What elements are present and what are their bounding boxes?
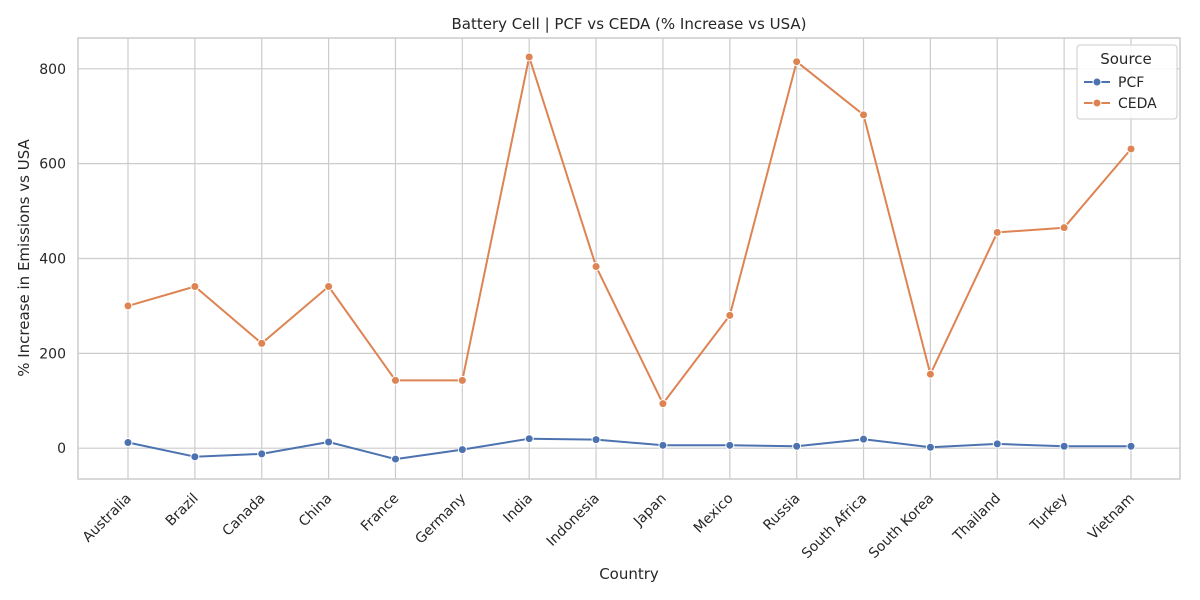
series-line-ceda (127, 56, 1132, 405)
legend-items: PCF CEDA (1084, 75, 1157, 112)
legend-box (1076, 44, 1178, 120)
data-point-pcf (792, 441, 802, 451)
data-point-pcf (925, 442, 935, 452)
data-point-ceda (190, 281, 200, 291)
data-point-pcf (190, 452, 200, 462)
data-point-ceda (324, 281, 334, 291)
legend-marker-pcf (1092, 77, 1102, 87)
data-point-pcf (524, 434, 534, 444)
data-point-pcf (123, 437, 133, 447)
data-point-ceda (658, 399, 668, 409)
legend-item-ceda: CEDA (1084, 96, 1157, 112)
series-line-pcf (127, 437, 1131, 461)
data-point-ceda (457, 375, 467, 385)
data-point-ceda (1059, 223, 1069, 233)
series-layer (123, 52, 1136, 464)
y-tick-label: 200 (39, 346, 66, 362)
legend-item-pcf: PCF (1084, 75, 1144, 91)
y-tick-label: 600 (39, 157, 66, 173)
data-point-pcf (457, 445, 467, 455)
data-point-pcf (1059, 441, 1069, 451)
data-point-ceda (123, 301, 133, 311)
data-point-ceda (1126, 144, 1136, 154)
data-point-ceda (591, 262, 601, 272)
y-axis-title: % Increase in Emissions vs USA (15, 139, 33, 377)
y-tick-label: 400 (39, 252, 66, 268)
data-point-ceda (257, 338, 267, 348)
x-axis-title: Country (599, 565, 659, 583)
data-point-ceda (390, 375, 400, 385)
data-point-ceda (859, 110, 869, 120)
legend-marker-ceda (1092, 98, 1102, 108)
data-point-pcf (257, 449, 267, 459)
data-point-pcf (859, 434, 869, 444)
y-tick-label: 800 (39, 62, 66, 78)
data-point-pcf (591, 435, 601, 445)
data-point-ceda (792, 57, 802, 67)
data-point-pcf (658, 440, 668, 450)
legend: Source PCF CEDA (1076, 44, 1178, 120)
series-ceda (123, 52, 1136, 409)
data-point-pcf (390, 454, 400, 464)
data-point-pcf (725, 440, 735, 450)
legend-label-pcf: PCF (1118, 75, 1144, 91)
legend-title: Source (1100, 50, 1152, 68)
y-tick-label: 0 (57, 441, 66, 457)
grid-layer (78, 38, 1180, 479)
data-point-ceda (992, 227, 1002, 237)
series-pcf (123, 434, 1136, 464)
data-point-pcf (1126, 441, 1136, 451)
data-point-pcf (992, 439, 1002, 449)
chart-title: Battery Cell | PCF vs CEDA (% Increase v… (451, 15, 806, 33)
legend-label-ceda: CEDA (1118, 96, 1157, 112)
data-point-ceda (725, 310, 735, 320)
data-point-ceda (524, 52, 534, 62)
plot-frame (77, 37, 1181, 480)
data-point-pcf (324, 437, 334, 447)
data-point-ceda (925, 369, 935, 379)
